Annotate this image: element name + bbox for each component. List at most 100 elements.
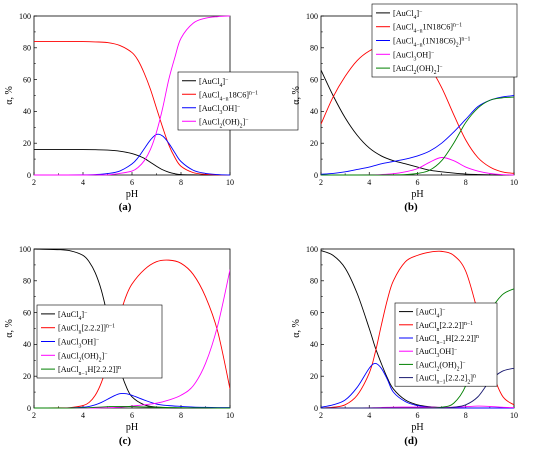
- x-axis-label: pH: [126, 422, 138, 433]
- y-tick-label: 20: [23, 372, 31, 381]
- legend-entry: [AuCln−1H[2.2.2]]n: [416, 334, 479, 347]
- x-tick-label: 10: [510, 178, 518, 187]
- y-tick-label: 80: [310, 44, 318, 53]
- x-tick-label: 8: [179, 411, 183, 420]
- legend-entry: [AuCl4]−: [199, 76, 228, 89]
- legend-entry: [AuCl2(OH)2]−: [58, 351, 108, 364]
- y-tick-label: 0: [27, 404, 31, 413]
- legend-box: [371, 3, 518, 78]
- legend-box: [36, 304, 163, 379]
- x-tick-label: 6: [416, 411, 420, 420]
- y-tick-label: 20: [23, 139, 31, 148]
- x-tick-label: 4: [367, 411, 371, 420]
- y-tick-label: 100: [306, 245, 318, 254]
- legend-entry: [AuCl3OH]−: [416, 347, 457, 360]
- y-tick-label: 80: [23, 277, 31, 286]
- x-axis-label: pH: [411, 189, 423, 200]
- legend-entry: [AuCl4−n18C6]n−1: [199, 90, 258, 103]
- series-line--aucl4-: [34, 149, 230, 176]
- y-axis-label: α, %: [291, 319, 302, 338]
- x-tick-label: 8: [464, 178, 468, 187]
- y-axis-label: α, %: [4, 319, 15, 338]
- panel-caption: (c): [119, 435, 132, 447]
- y-tick-label: 40: [23, 340, 31, 349]
- legend-box: [394, 302, 498, 387]
- x-axis-label: pH: [411, 422, 423, 433]
- legend-entry: [AuCl4−n(1N18C6)2]n−1: [393, 36, 471, 49]
- y-tick-label: 0: [27, 171, 31, 180]
- x-tick-label: 2: [319, 178, 323, 187]
- series-line--aucln-1h-2-2-2-n: [34, 405, 230, 409]
- y-tick-label: 20: [310, 139, 318, 148]
- y-tick-label: 60: [23, 75, 31, 84]
- series-line--aucl4-n-1n18c6-2-n-1: [321, 95, 514, 175]
- y-tick-label: 0: [314, 404, 318, 413]
- panel-caption: (d): [404, 435, 418, 447]
- y-tick-label: 60: [23, 308, 31, 317]
- x-tick-label: 6: [130, 178, 134, 187]
- x-tick-label: 8: [179, 178, 183, 187]
- legend-entry: [AuCl3OH]−: [393, 50, 434, 63]
- series-line--aucl3oh-: [34, 133, 230, 176]
- legend-entry: [AuCl4]−: [416, 307, 445, 320]
- legend: [AuCl4]−[AuCl4−n18C6]n−1[AuCl3OH]−[AuCl2…: [177, 71, 299, 131]
- series-line--aucl2-oh-2-: [34, 15, 230, 176]
- legend-box: [177, 71, 299, 131]
- legend-entry: [AuCln[2.2.2]]n−1: [416, 320, 473, 333]
- series-line--aucln-1h-2-2-2-n: [321, 363, 514, 409]
- y-tick-label: 60: [310, 75, 318, 84]
- legend-entry: [AuCl4−n1N18C6]n−1: [393, 22, 462, 35]
- x-axis-label: pH: [126, 189, 138, 200]
- y-tick-label: 80: [310, 277, 318, 286]
- x-tick-label: 2: [319, 411, 323, 420]
- legend-entry: [AuCl2(OH)2]−: [393, 64, 443, 77]
- series-line--aucl3oh-: [34, 392, 230, 409]
- panel-caption: (b): [404, 201, 418, 213]
- legend: [AuCl4]−[AuCl4−n1N18C6]n−1[AuCl4−n(1N18C…: [371, 3, 518, 78]
- x-tick-label: 2: [32, 411, 36, 420]
- y-tick-label: 60: [310, 308, 318, 317]
- legend-entry: [AuCl3OH]−: [58, 337, 99, 350]
- series-line--aucl4-n18c6-n-1: [34, 40, 230, 176]
- y-tick-label: 100: [19, 12, 31, 21]
- legend: [AuCl4]−[AuCln[2.2.2]]n−1[AuCl3OH]−[AuCl…: [36, 304, 163, 379]
- y-axis-label: α, %: [4, 86, 15, 105]
- y-tick-label: 40: [23, 107, 31, 116]
- legend-entry: [AuCln−1H[2.2.2]]n: [58, 365, 121, 378]
- series-line--aucl2-oh-2-: [321, 96, 514, 176]
- panel-caption: (a): [119, 201, 132, 213]
- legend-entry: [AuCl4]−: [393, 8, 422, 21]
- y-tick-label: 20: [310, 372, 318, 381]
- y-tick-label: 80: [23, 44, 31, 53]
- x-tick-label: 2: [32, 178, 36, 187]
- y-tick-label: 40: [310, 107, 318, 116]
- series-line--aucln-1-2-2-2-2-n: [321, 367, 514, 409]
- y-tick-label: 100: [19, 245, 31, 254]
- legend-entry: [AuCl2(OH)2]−: [199, 117, 249, 130]
- x-tick-label: 4: [367, 178, 371, 187]
- x-tick-label: 6: [130, 411, 134, 420]
- x-tick-label: 10: [510, 411, 518, 420]
- legend: [AuCl4]−[AuCln[2.2.2]]n−1[AuCln−1H[2.2.2…: [394, 302, 498, 387]
- x-tick-label: 8: [464, 411, 468, 420]
- series-lines: [34, 15, 230, 176]
- series-lines: [321, 45, 514, 176]
- legend-entry: [AuCl3OH]−: [199, 103, 240, 116]
- x-tick-label: 4: [81, 178, 85, 187]
- x-tick-label: 10: [226, 178, 234, 187]
- x-tick-label: 4: [81, 411, 85, 420]
- y-tick-label: 100: [306, 12, 318, 21]
- x-tick-label: 10: [226, 411, 234, 420]
- legend-entry: [AuCln−1[2.2.2]2]n: [416, 373, 476, 386]
- y-tick-label: 0: [314, 171, 318, 180]
- legend-entry: [AuCl4]−: [58, 309, 87, 322]
- series-line--aucl4-: [321, 69, 514, 176]
- legend-entry: [AuCln[2.2.2]]n−1: [58, 323, 115, 336]
- y-axis-label: α, %: [291, 86, 302, 105]
- legend-entry: [AuCl2(OH)2]−: [416, 360, 466, 373]
